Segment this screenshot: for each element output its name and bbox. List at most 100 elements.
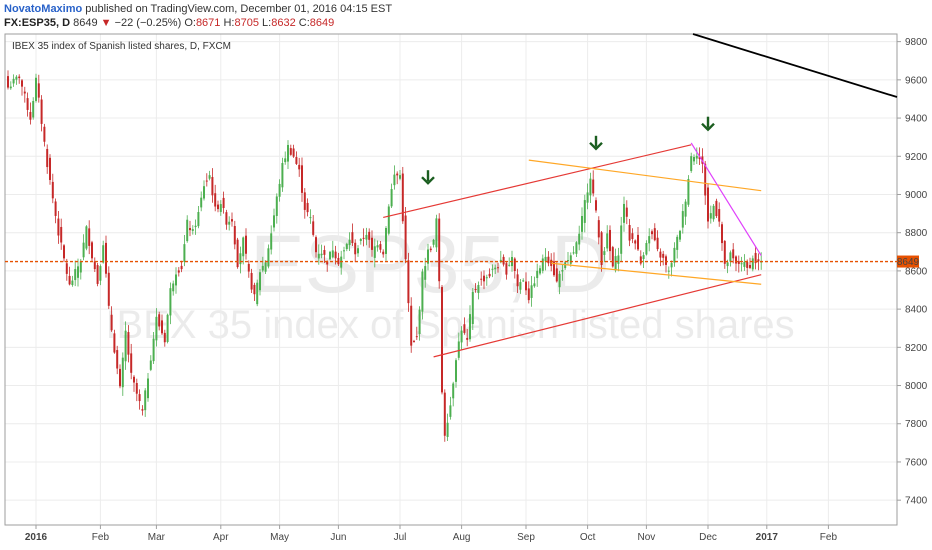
- candle-body: [550, 259, 553, 266]
- candle-body: [320, 253, 323, 256]
- candle-body: [245, 235, 247, 254]
- magenta-down-line: [690, 142, 762, 256]
- candle-body: [21, 80, 23, 87]
- close-value: 8649: [309, 17, 335, 29]
- candle-body: [667, 270, 670, 272]
- candle-body: [119, 368, 121, 387]
- candle-body: [337, 257, 340, 265]
- down-arrow-head: [421, 176, 435, 185]
- y-tick-label: 7800: [905, 419, 928, 430]
- author-link[interactable]: NovatoMaximo: [4, 3, 83, 15]
- candle-body: [284, 158, 287, 163]
- candle-body: [345, 243, 348, 250]
- y-tick-label: 8800: [905, 228, 928, 239]
- candle-body: [242, 237, 245, 257]
- candle-body: [191, 229, 194, 231]
- time-axis: 2016 Feb Mar Apr May Jun Jul Aug Sep Oct Nov Dec 201…: [25, 525, 838, 543]
- candle-body: [449, 405, 452, 417]
- candle-body: [438, 218, 441, 282]
- candle-body: [200, 197, 203, 208]
- candle-body: [175, 274, 177, 286]
- candle-body: [679, 230, 681, 240]
- candle-body: [231, 219, 233, 222]
- y-tick-label: 7400: [905, 496, 928, 507]
- candle-body: [721, 224, 723, 244]
- x-tick-label: 2017: [756, 532, 779, 543]
- candle-body: [105, 242, 107, 274]
- candle-body: [180, 265, 183, 270]
- candle-body: [715, 200, 718, 217]
- candle-body: [558, 273, 561, 288]
- candle-body: [9, 86, 12, 89]
- candle-body: [460, 330, 463, 343]
- candle-body: [567, 260, 569, 262]
- x-tick-label: Nov: [638, 532, 656, 543]
- candle-body: [522, 280, 525, 282]
- candle-body: [718, 209, 721, 222]
- candle-body: [295, 157, 298, 164]
- candle-body: [418, 309, 421, 334]
- candle-body: [595, 200, 597, 211]
- candle-body: [757, 259, 760, 262]
- watermark-name: IBEX 35 index of Spanish listed shares: [105, 303, 794, 347]
- candle-body: [121, 357, 124, 388]
- candle-body: [334, 251, 337, 259]
- candle-body: [651, 231, 653, 235]
- candle-body: [312, 221, 315, 235]
- candle-body: [267, 248, 270, 267]
- symbol-label[interactable]: FX:ESP35, D: [4, 17, 71, 29]
- candle-body: [203, 186, 205, 199]
- candle-body: [385, 228, 387, 254]
- candle-body: [222, 197, 225, 209]
- candle-body: [264, 262, 267, 272]
- candle-body: [525, 281, 527, 291]
- x-tick-label: Oct: [580, 532, 596, 543]
- y-tick-label: 9400: [905, 114, 928, 125]
- candle-body: [26, 98, 29, 110]
- candle-body: [261, 265, 264, 271]
- published-text: published on TradingView.com, December 0…: [82, 3, 393, 15]
- candle-body: [217, 204, 219, 210]
- candle-body: [707, 187, 709, 222]
- x-tick-label: 2016: [25, 532, 48, 543]
- candle-body: [102, 245, 105, 263]
- candle-body: [256, 282, 259, 305]
- candle-body: [273, 215, 275, 228]
- candle-body: [141, 409, 144, 411]
- candle-body: [684, 201, 687, 217]
- candle-body: [735, 256, 737, 264]
- candle-body: [754, 252, 757, 264]
- candle-body: [429, 248, 432, 251]
- down-arrow-head: [701, 122, 715, 132]
- y-tick-label: 8600: [905, 266, 928, 277]
- candle-body: [494, 267, 497, 270]
- candle-body: [404, 215, 407, 260]
- candle-body: [309, 217, 312, 219]
- y-tick-label: 9200: [905, 152, 928, 163]
- candle-body: [194, 225, 197, 228]
- candle-body: [390, 189, 393, 207]
- candle-body: [110, 314, 113, 331]
- candle-body: [642, 255, 645, 259]
- candle-body: [152, 338, 155, 362]
- candle-body: [698, 156, 701, 160]
- x-tick-label: Feb: [820, 532, 838, 543]
- candle-body: [415, 336, 418, 338]
- candle-body: [586, 192, 589, 203]
- last-price-tag-text: 8649: [897, 257, 920, 268]
- candle-body: [239, 253, 242, 265]
- candle-body: [127, 332, 130, 355]
- candle-body: [427, 249, 429, 264]
- x-tick-label: Mar: [148, 532, 166, 543]
- candle-body: [133, 376, 135, 383]
- candle-body: [43, 126, 46, 142]
- candle-body: [690, 156, 693, 171]
- candle-body: [96, 265, 99, 284]
- candle-body: [166, 314, 169, 342]
- candle-body: [15, 76, 18, 80]
- candle-body: [183, 244, 186, 262]
- candle-body: [270, 233, 273, 250]
- y-tick-label: 9000: [905, 190, 928, 201]
- candle-body: [379, 244, 382, 250]
